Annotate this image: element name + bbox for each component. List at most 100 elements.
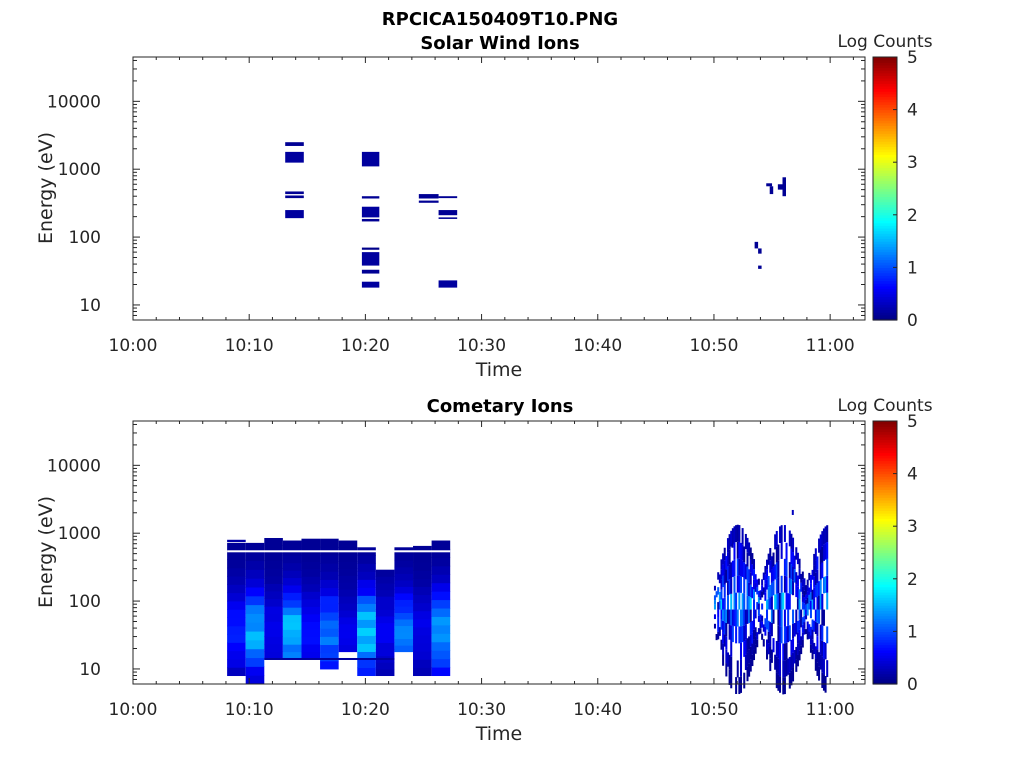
heatmap-cell — [757, 578, 760, 585]
heatmap-cell — [338, 561, 358, 569]
heatmap-cell — [394, 619, 414, 627]
heatmap-cell — [739, 642, 743, 660]
heatmap-cell — [788, 625, 791, 642]
heatmap-cell — [741, 544, 744, 561]
heatmap-cell — [800, 573, 803, 583]
colorbar-segment — [873, 670, 897, 675]
colorbar-segment — [873, 597, 897, 601]
heatmap-cell — [813, 598, 816, 610]
colorbar-segment — [873, 615, 897, 619]
heatmap-cell — [375, 602, 395, 610]
heatmap-cell — [801, 594, 804, 602]
heatmap-cell — [264, 621, 283, 630]
heatmap-cell — [752, 579, 756, 590]
heatmap-cell — [754, 627, 757, 637]
heatmap-cell — [813, 620, 816, 632]
heatmap-cell — [431, 624, 451, 634]
heatmap-cell — [754, 574, 757, 584]
heatmap-cell — [752, 559, 756, 570]
colorbar-segment — [873, 88, 897, 92]
heatmap-cell — [782, 677, 785, 695]
heatmap-cell — [282, 599, 302, 608]
heatmap-cell — [320, 611, 339, 621]
heatmap-cell — [766, 619, 769, 630]
heatmap-cell — [738, 541, 741, 559]
heatmap-cell — [800, 636, 803, 646]
heatmap-cell — [796, 632, 799, 644]
heatmap-cell — [282, 614, 302, 623]
colorbar-segment — [873, 138, 897, 142]
colorbar-segment — [873, 539, 897, 543]
colorbar-segment — [873, 652, 897, 656]
heatmap-cell — [282, 562, 302, 571]
colorbar-segment — [873, 486, 897, 490]
heatmap-cell — [245, 648, 265, 659]
heatmap-cell — [785, 642, 788, 660]
heatmap-cell — [770, 582, 773, 597]
heatmap-cell — [746, 609, 749, 624]
heatmap-cell — [713, 623, 716, 629]
heatmap-cell — [751, 654, 754, 667]
heatmap-cell — [375, 622, 395, 630]
colorbar-label: Log Counts — [837, 32, 932, 52]
heatmap-cell — [751, 564, 754, 576]
heatmap-cell — [801, 639, 804, 648]
heatmap-cell — [792, 652, 795, 668]
colorbar-segment — [873, 544, 897, 548]
colorbar-segment — [873, 626, 897, 630]
heatmap-cell — [357, 635, 376, 644]
heatmap-cell — [720, 619, 723, 630]
heatmap-cell — [320, 538, 339, 548]
colorbar-segment — [873, 275, 897, 279]
heatmap-cell — [809, 609, 812, 619]
heatmap-cell — [806, 591, 809, 598]
colorbar-segment — [873, 647, 897, 651]
colorbar-segment — [873, 557, 897, 561]
heatmap-cell — [722, 553, 725, 565]
heatmap-cell — [375, 615, 395, 624]
heatmap-cell — [749, 547, 752, 560]
heatmap-cell — [769, 621, 772, 635]
heatmap-cell — [741, 625, 744, 643]
heatmap-cell — [375, 582, 395, 591]
heatmap-cell — [285, 142, 304, 146]
y-tick-label: 1000 — [58, 160, 101, 180]
colorbar-segment — [873, 259, 897, 263]
heatmap-cell — [357, 651, 376, 660]
colorbar-segment — [873, 83, 897, 87]
y-axis-label: Energy (eV) — [35, 496, 57, 608]
heatmap-cell — [749, 646, 752, 660]
colorbar-segment — [873, 143, 897, 148]
heatmap-cell — [779, 659, 782, 677]
colorbar-segment — [873, 96, 897, 100]
heatmap-cell — [357, 667, 376, 677]
heatmap-cell — [780, 626, 783, 644]
heatmap-cell — [730, 656, 733, 673]
heatmap-cell — [227, 634, 246, 643]
heatmap-cell — [418, 200, 439, 203]
heatmap-cell — [766, 569, 769, 580]
colorbar-segment — [873, 243, 897, 247]
heatmap-cell — [718, 574, 721, 584]
colorbar-segment — [873, 570, 897, 575]
heatmap-cell — [752, 609, 756, 620]
heatmap-cell — [780, 542, 783, 559]
colorbar-segment — [873, 618, 897, 622]
heatmap-cell — [821, 640, 824, 657]
heatmap-cell — [733, 526, 736, 543]
heatmap-cell — [245, 613, 265, 623]
heatmap-cell — [357, 595, 376, 604]
heatmap-cell — [800, 609, 803, 619]
heatmap-cell — [751, 553, 754, 565]
colorbar-segment — [873, 586, 897, 590]
heatmap-cell — [730, 593, 733, 610]
heatmap-gap — [227, 550, 451, 553]
heatmap-cell — [819, 654, 822, 670]
heatmap-cell — [720, 569, 723, 580]
heatmap-cell — [320, 660, 339, 670]
heatmap-cell — [338, 582, 358, 590]
heatmap-cell — [431, 557, 451, 567]
colorbar-segment — [873, 57, 897, 61]
heatmap-cell — [811, 639, 814, 650]
heatmap-cell — [766, 639, 769, 650]
